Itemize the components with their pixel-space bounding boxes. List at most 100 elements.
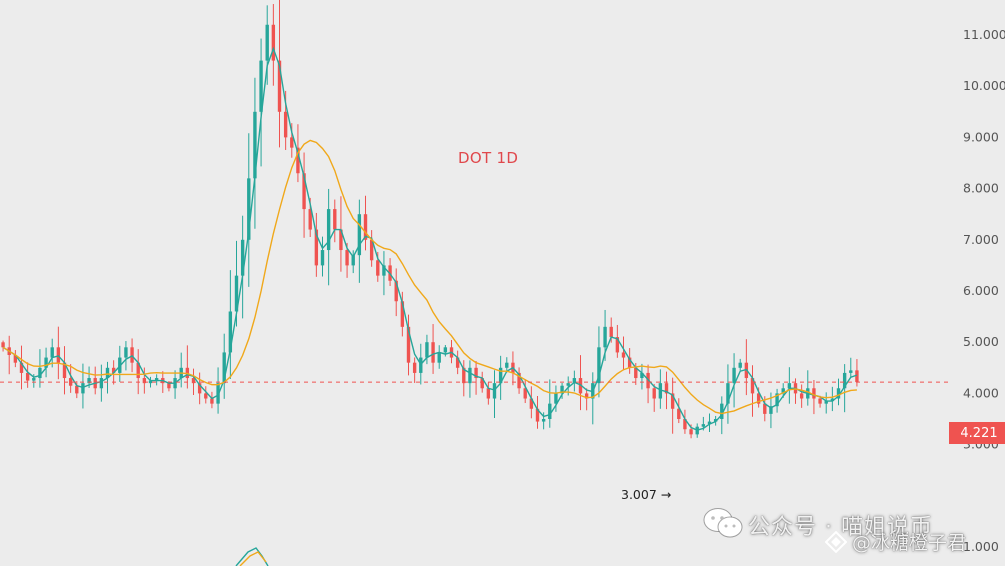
candle-body: [277, 60, 282, 112]
candle-body: [412, 362, 417, 373]
candle-body: [560, 385, 564, 394]
candle-body: [13, 355, 18, 363]
candle-body: [818, 398, 822, 404]
candle-body: [394, 280, 398, 302]
chart-title: DOT 1D: [458, 149, 519, 167]
candle-body: [523, 388, 527, 399]
candle-body: [75, 385, 79, 394]
candle-body: [271, 24, 276, 61]
candle-body: [627, 357, 632, 368]
candle-body: [713, 419, 718, 422]
candle-body: [437, 352, 441, 363]
candle-body: [756, 393, 761, 404]
candle-body: [738, 362, 742, 368]
y-tick-label: 5.000: [963, 334, 999, 349]
candle-body: [842, 372, 847, 389]
wechat-icon: [703, 508, 743, 538]
candle-body: [763, 403, 767, 414]
candle-body: [382, 265, 386, 276]
candle-body: [664, 383, 669, 394]
candle-body: [505, 362, 509, 368]
candle-body: [345, 250, 349, 266]
candle-body: [799, 393, 804, 399]
candle-body: [584, 393, 589, 399]
candle-body: [775, 393, 779, 407]
y-tick-label: 10.000: [963, 78, 1005, 93]
candle-body: [99, 378, 104, 389]
candle-body: [492, 383, 497, 399]
candle-body: [640, 372, 644, 379]
candle-body: [363, 214, 368, 240]
candle-body: [769, 406, 773, 414]
y-tick-label: 11.000: [963, 27, 1005, 42]
candle-body: [357, 214, 362, 256]
candle-body: [787, 383, 792, 389]
candle-body: [609, 326, 613, 338]
y-tick-label: 4.000: [963, 385, 999, 400]
candle-body: [197, 383, 202, 394]
candle-body: [130, 347, 134, 363]
candle-body: [689, 429, 693, 435]
candle-body: [234, 275, 239, 312]
current-price-tag: 4.221: [949, 422, 1005, 444]
candle-body: [210, 398, 214, 404]
candle-body: [455, 357, 460, 368]
candle-body: [25, 372, 30, 381]
candle-body: [677, 408, 681, 419]
candle-body: [154, 378, 159, 381]
candle-body: [468, 367, 472, 384]
candle-body: [105, 367, 110, 379]
candle-body: [191, 378, 196, 384]
candle-body: [302, 173, 306, 210]
candle-body: [597, 347, 601, 384]
candle-body: [204, 393, 208, 399]
candle-body: [81, 383, 85, 394]
candle-body: [535, 408, 540, 422]
candle-body: [498, 367, 503, 384]
candle-body: [111, 367, 116, 373]
candle-body: [283, 111, 288, 138]
ma-long-line: [2, 139, 857, 415]
candle-body: [683, 419, 687, 430]
y-tick-label: 7.000: [963, 232, 999, 247]
candle-body: [425, 342, 429, 358]
ma-short-line: [2, 46, 858, 431]
candle-body: [376, 260, 380, 276]
candle-body: [19, 362, 24, 373]
candle-body: [290, 137, 294, 148]
candle-body: [142, 378, 147, 384]
candle-body: [314, 229, 319, 266]
candle-body: [38, 367, 42, 379]
candle-body: [572, 378, 577, 384]
candle-body: [566, 383, 570, 386]
candle-body: [652, 388, 656, 399]
candle-body: [228, 311, 233, 353]
candle-body: [726, 383, 730, 404]
candle-body: [431, 342, 435, 363]
candle-body: [62, 362, 67, 379]
candle-body: [240, 239, 245, 276]
candle-body: [670, 393, 675, 409]
candle-body: [486, 388, 491, 399]
candle-body: [320, 250, 325, 266]
candle-body: [333, 209, 337, 230]
candle-body: [750, 378, 755, 394]
y-tick-label: 6.000: [963, 283, 999, 298]
candle-body: [658, 383, 663, 399]
candle-body: [44, 357, 48, 368]
y-tick-label: 9.000: [963, 129, 999, 144]
candle-body: [781, 388, 785, 394]
candle-body: [554, 393, 558, 404]
candle-body: [406, 326, 411, 363]
candle-body: [148, 380, 153, 384]
candle-body: [634, 367, 638, 379]
candle-body: [603, 326, 607, 348]
candle-body: [296, 147, 300, 174]
lower-indicator-line: [239, 551, 267, 566]
candle-body: [351, 255, 355, 266]
candle-body: [32, 378, 36, 381]
candle-body: [855, 370, 859, 383]
candle-body: [621, 352, 626, 358]
